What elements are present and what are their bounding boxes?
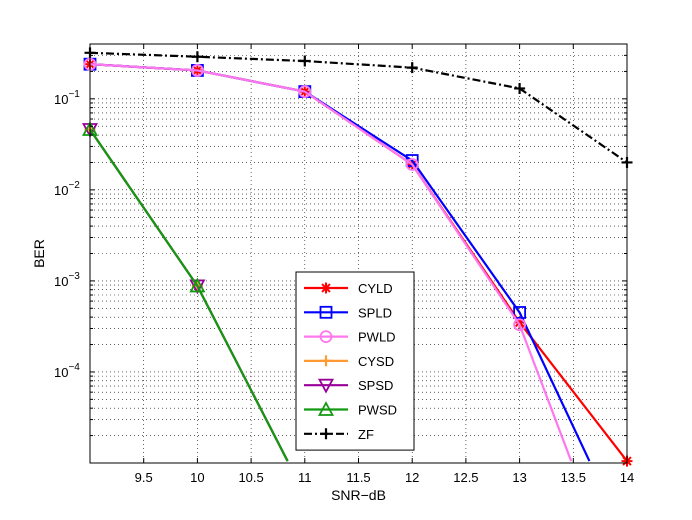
- y-tick-exponent: −4: [68, 362, 80, 373]
- y-tick-base: 10: [54, 274, 68, 289]
- y-tick-base: 10: [54, 183, 68, 198]
- x-tick-label: 11.5: [346, 470, 370, 485]
- data-point-pwld: [298, 85, 312, 99]
- y-tick-exponent: −1: [68, 89, 80, 100]
- data-point-cyld: [514, 316, 526, 328]
- y-tick-exponent: −3: [68, 271, 80, 282]
- legend-label-spsd: SPSD: [358, 378, 393, 393]
- data-point-pwsd: [189, 277, 206, 293]
- data-point-zf: [191, 51, 203, 63]
- data-point-zf: [406, 62, 418, 74]
- legend-label-spld: SPLD: [358, 305, 392, 320]
- y-tick-label: 10−2: [54, 180, 80, 198]
- data-point-spld: [513, 306, 526, 319]
- x-tick-label: 12.5: [453, 470, 478, 485]
- y-tick-base: 10: [54, 365, 68, 380]
- legend-label-zf: ZF: [358, 427, 374, 442]
- legend-label-cysd: CYSD: [358, 354, 394, 369]
- series-line-zf: [89, 51, 628, 164]
- legend-label-pwld: PWLD: [358, 330, 396, 345]
- y-tick-label: 10−4: [54, 362, 80, 380]
- x-tick-label: 11: [298, 470, 312, 485]
- data-point-pwld: [190, 64, 204, 77]
- data-point-zf: [299, 55, 311, 67]
- y-axis-label: BER: [31, 239, 47, 268]
- legend-marker-cyld: [320, 282, 332, 294]
- legend-marker-pwsd: [317, 401, 335, 416]
- data-point-pwld: [513, 318, 526, 332]
- x-tick-label: 9.5: [135, 470, 153, 485]
- data-point-pwld: [405, 158, 419, 171]
- legend-marker-spld: [319, 305, 333, 319]
- legend-marker-spsd: [317, 378, 335, 394]
- x-axis-label: SNR−dB: [331, 487, 386, 503]
- x-tick-label: 12: [405, 470, 419, 485]
- series-layer: [81, 47, 633, 467]
- y-tick-exponent: −2: [68, 180, 80, 191]
- x-tick-label: 10: [190, 470, 204, 485]
- x-tick-label: 13.5: [561, 470, 586, 485]
- data-point-zf: [514, 82, 526, 94]
- x-tick-label: 14: [620, 470, 634, 485]
- y-tick-label: 10−1: [54, 89, 80, 107]
- axis-ticks: 9.5 10 10.5 11 11.5 12 12.5 13 13.5 1410−110−210−…: [54, 43, 634, 485]
- legend-marker-zf: [320, 428, 332, 440]
- y-tick-label: 10−3: [54, 271, 80, 289]
- legend-marker-pwld: [319, 330, 333, 344]
- legend-label-cyld: CYLD: [358, 281, 393, 296]
- legend-label-pwsd: PWSD: [358, 403, 397, 418]
- series-pwld: [83, 57, 573, 462]
- series-line-pwsd: [89, 128, 289, 462]
- legend-marker-cysd: [320, 355, 332, 367]
- x-tick-label: 13: [512, 470, 526, 485]
- legend: CYLD SPLD PWLD CYSD SPSD PWSD ZF: [295, 271, 415, 451]
- y-tick-base: 10: [54, 92, 68, 107]
- series-line-pwld: [89, 63, 573, 462]
- x-tick-label: 10.5: [238, 470, 263, 485]
